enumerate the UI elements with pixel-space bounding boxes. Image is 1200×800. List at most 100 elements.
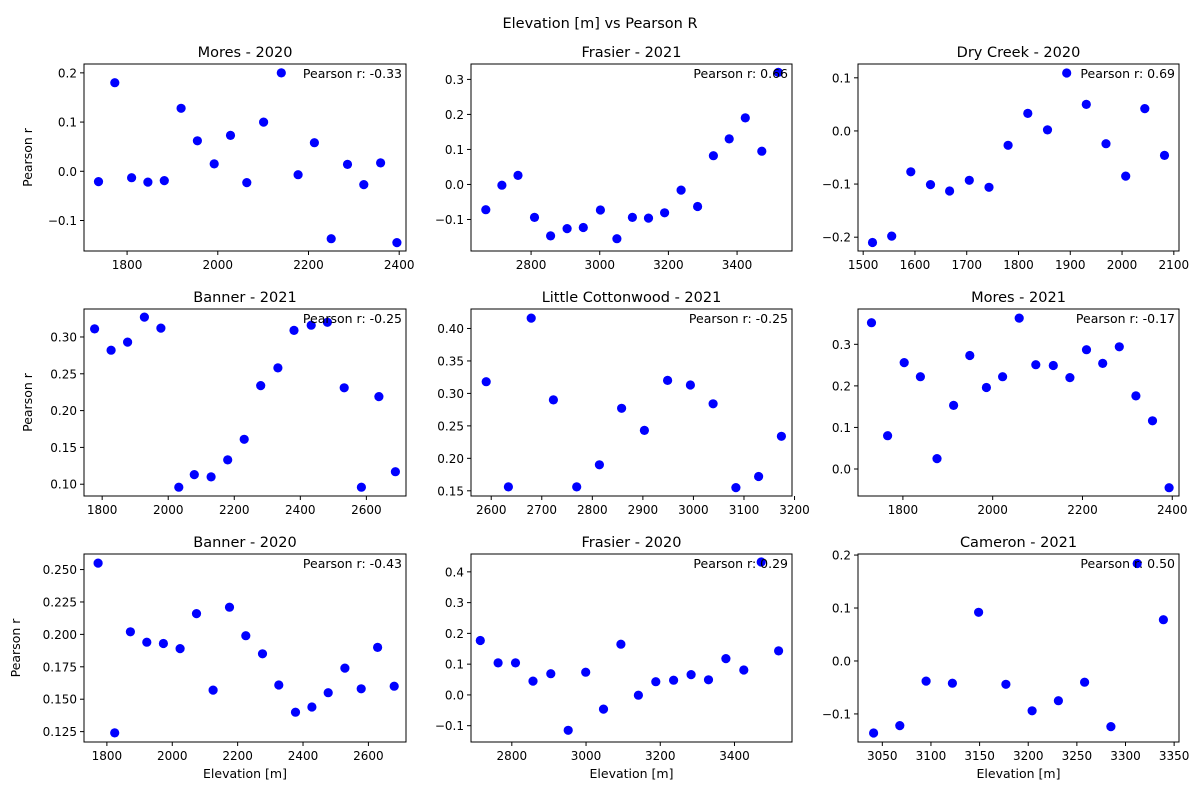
x-tick-label: 1800 [87,503,118,517]
data-point [998,372,1008,382]
data-point [915,372,926,382]
data-point [309,138,319,148]
x-tick-label: 3000 [571,749,602,763]
data-point [693,201,703,212]
x-tick-label: 2000 [153,503,184,517]
subplot-8: Frasier - 2020 2800 3000 3200 3400 −0.1 0.0 0.1… [435,535,793,781]
x-axis-label: Elevation [m] [590,766,674,781]
subplot-title: Banner - 2020 [193,535,296,551]
data-point [356,684,366,694]
y-tick-label: 0.0 [58,165,77,179]
data-point [1065,373,1075,383]
y-tick-label: 0.1 [445,658,464,672]
data-point [1003,140,1013,150]
data-point [1131,391,1141,401]
y-tick-label: 0.30 [50,330,77,344]
data-point [159,176,169,186]
subplot-4: Banner - 2021 1800 2000 2200 2400 2600 0.10 0.1… [20,290,407,517]
subplot-title: Mores - 2020 [198,45,293,61]
pearson-annotation: Pearson r: -0.25 [303,311,402,326]
data-point [306,320,316,330]
data-point [1121,171,1131,181]
data-point [376,158,386,168]
data-point [106,345,116,355]
data-point [389,681,399,691]
x-tick-label: 2000 [977,503,1008,517]
data-point [562,224,572,234]
axes-frame [83,63,407,252]
y-tick-label: 0.1 [832,602,851,616]
data-point [572,482,582,492]
y-tick-label: 0.20 [437,452,464,466]
data-point [1027,706,1037,716]
y-tick-label: 0.4 [445,565,464,579]
x-tick-label: 1500 [848,258,879,272]
y-tick-label: 0.0 [832,124,851,138]
x-tick-label: 2400 [1157,503,1188,517]
data-point [139,312,149,322]
x-tick-label: 1700 [951,258,982,272]
y-tick-label: −0.1 [822,707,851,721]
data-point [965,350,975,361]
y-tick-label: −0.1 [48,214,77,228]
data-point [110,728,120,738]
data-point [981,382,992,393]
data-point [1147,416,1158,426]
data-point [356,482,366,492]
data-point [241,631,251,641]
x-tick-label: 3200 [779,503,810,517]
y-tick-label: −0.1 [822,178,851,192]
axes-frame [470,308,793,497]
data-point [374,392,384,402]
data-point [594,460,605,470]
x-tick-label: 3250 [1062,749,1093,763]
y-tick-label: 0.250 [43,563,77,577]
y-tick-label: 0.175 [43,660,77,674]
data-point [529,212,540,222]
x-tick-label: 2800 [497,749,528,763]
y-tick-label: −0.2 [822,231,851,245]
y-tick-label: 0.0 [445,688,464,702]
data-point [731,483,741,493]
axes-frame [470,553,793,743]
x-tick-label: 2200 [1067,503,1098,517]
data-point [546,669,556,679]
y-tick-label: 0.2 [832,379,851,393]
x-tick-label: 2700 [526,503,557,517]
data-point [598,704,609,714]
data-point [481,377,491,387]
data-point [156,323,166,333]
data-point [676,185,686,195]
data-point [866,318,877,328]
data-point [225,130,236,140]
y-tick-label: 0.1 [832,71,851,85]
x-tick-label: 3400 [719,749,750,763]
subplot-title: Frasier - 2021 [582,45,682,61]
data-point [563,725,573,735]
data-point [276,68,286,78]
data-point [390,467,400,477]
data-point [703,675,714,685]
data-point [548,395,559,405]
y-tick-label: 0.15 [50,441,77,455]
pearson-annotation: Pearson r: 0.69 [1080,66,1175,81]
data-point [274,680,284,690]
x-tick-label: 1800 [92,749,123,763]
y-tick-label: −0.1 [435,719,464,733]
data-point [273,363,283,373]
data-point [223,455,233,465]
data-point [392,238,402,248]
subplot-title: Cameron - 2021 [960,535,1077,551]
data-point [307,702,317,712]
data-point [1014,313,1024,323]
data-point [481,205,491,215]
data-point [578,222,588,233]
data-point [757,146,767,156]
y-tick-label: 0.2 [58,66,77,80]
pearson-annotation: Pearson r: 0.66 [693,66,788,81]
data-point [224,602,235,612]
data-point [639,425,650,435]
x-tick-label: 1900 [1055,258,1086,272]
data-point [685,380,696,390]
data-point [1114,342,1124,352]
